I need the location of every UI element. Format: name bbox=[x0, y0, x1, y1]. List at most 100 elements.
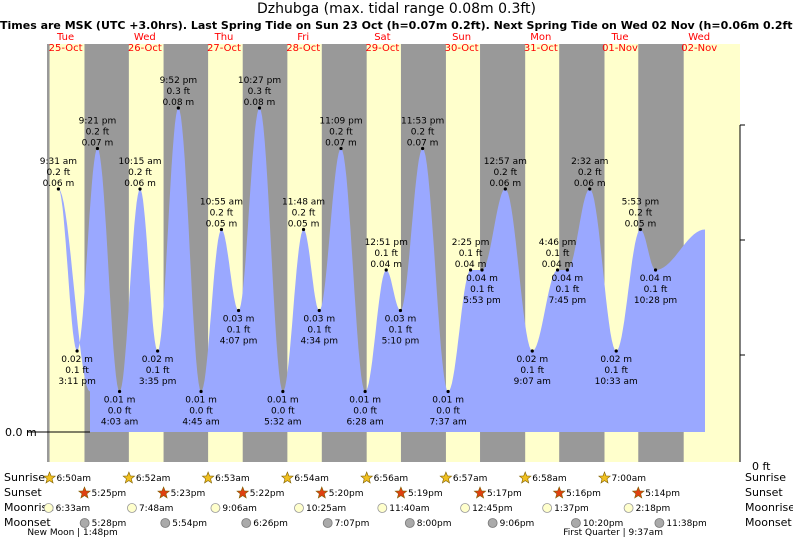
row-label-right: Sunset bbox=[745, 486, 783, 499]
left-axis-label: 0.0 m bbox=[5, 426, 37, 439]
moonset-icon bbox=[79, 518, 90, 528]
moonset-time: 7:07pm bbox=[335, 519, 370, 529]
tide-height-ft: 0.1 ft bbox=[146, 366, 170, 376]
moonrise-time: 11:40am bbox=[389, 504, 429, 514]
moonset-icon bbox=[571, 518, 581, 528]
moonrise-time: 7:48am bbox=[139, 504, 174, 514]
moonrise-time: 10:25am bbox=[306, 504, 346, 514]
moonset-time: 9:06pm bbox=[500, 519, 535, 529]
tide-height-ft: 0.1 ft bbox=[520, 366, 544, 376]
row-label-left: Sunset bbox=[4, 486, 42, 499]
tide-height-ft: 0.1 ft bbox=[389, 326, 413, 336]
tide-point bbox=[421, 146, 425, 151]
moonset-icon bbox=[322, 518, 333, 528]
tide-point bbox=[638, 227, 643, 232]
sunset-icon bbox=[473, 486, 487, 499]
sunset-time: 5:25pm bbox=[91, 489, 126, 499]
tide-height-m: 0.07 m bbox=[407, 139, 439, 149]
tide-height-ft: 0.1 ft bbox=[227, 326, 251, 336]
tide-height-m: 0.01 m bbox=[349, 396, 381, 406]
tide-height-ft: 0.1 ft bbox=[459, 249, 483, 259]
tide-time: 10:15 am bbox=[118, 157, 161, 167]
tide-height-m: 0.03 m bbox=[223, 315, 255, 325]
tide-height-m: 0.05 m bbox=[288, 220, 320, 230]
tide-height-ft: 0.2 ft bbox=[292, 209, 316, 219]
tide-height-ft: 0.2 ft bbox=[629, 209, 653, 219]
sunset-icon bbox=[236, 486, 250, 499]
sunset-icon bbox=[78, 486, 91, 499]
sunset-time: 5:23pm bbox=[171, 489, 206, 499]
sunset-time: 5:22pm bbox=[250, 489, 285, 499]
moonset-time: 5:54pm bbox=[172, 519, 207, 529]
tide-time: 9:31 am bbox=[40, 157, 77, 167]
sunrise-icon bbox=[201, 471, 215, 484]
tide-labels: 9:31 am0.2 ft0.06 m0.02 m0.1 ft3:11 pm9:… bbox=[40, 76, 677, 428]
sunrise-icon bbox=[439, 471, 453, 484]
sunrise-time: 6:52am bbox=[136, 474, 171, 484]
moonset-time: 8:00pm bbox=[417, 519, 452, 529]
day-name: Wed bbox=[134, 32, 156, 43]
tide-height-m: 0.06 m bbox=[489, 179, 521, 189]
tide-height-m: 0.05 m bbox=[206, 220, 238, 230]
tide-height-m: 0.04 m bbox=[552, 274, 584, 284]
moonrise-icon bbox=[377, 503, 388, 513]
tide-point bbox=[555, 268, 560, 272]
tide-point bbox=[117, 389, 122, 394]
tide-time: 10:28 pm bbox=[634, 296, 677, 306]
tide-point bbox=[588, 187, 592, 191]
moonset-time: 6:26pm bbox=[253, 519, 288, 529]
tide-point bbox=[398, 308, 403, 313]
tide-time: 4:34 pm bbox=[300, 337, 338, 347]
day-date: 30-Oct bbox=[445, 43, 479, 54]
moonset-icon bbox=[241, 518, 252, 528]
tide-height-ft: 0.1 ft bbox=[65, 366, 89, 376]
moonrise-icon bbox=[542, 503, 553, 513]
tide-height-ft: 0.1 ft bbox=[374, 249, 398, 259]
sunrise-time: 6:54am bbox=[294, 474, 329, 484]
tide-curve bbox=[58, 108, 705, 432]
tide-height-ft: 0.2 ft bbox=[578, 168, 602, 178]
tide-time: 10:55 am bbox=[200, 198, 243, 208]
tide-height-m: 0.01 m bbox=[185, 396, 217, 406]
tide-height-m: 0.04 m bbox=[455, 260, 487, 270]
tide-time: 2:25 pm bbox=[452, 238, 490, 248]
sunset-icon bbox=[394, 486, 408, 499]
moonrise-icon bbox=[623, 503, 634, 513]
day-name: Fri bbox=[297, 32, 309, 43]
sunrise-time: 6:57am bbox=[453, 474, 488, 484]
row-label-left: Sunrise bbox=[4, 471, 45, 484]
tide-time: 9:21 pm bbox=[79, 117, 117, 127]
moonset-time: 11:38pm bbox=[666, 519, 706, 529]
sunset-time: 5:19pm bbox=[408, 489, 443, 499]
tide-time: 3:11 pm bbox=[58, 377, 96, 387]
tide-height-m: 0.06 m bbox=[574, 179, 606, 189]
tide-time: 11:53 pm bbox=[401, 117, 444, 127]
tide-height-ft: 0.1 ft bbox=[470, 285, 494, 295]
tide-time: 4:03 am bbox=[101, 418, 138, 428]
tide-point bbox=[480, 268, 484, 272]
row-label-right: Moonrise bbox=[745, 501, 793, 514]
tide-point bbox=[281, 389, 285, 394]
row-label-right: Sunrise bbox=[745, 471, 786, 484]
tide-height-ft: 0.1 ft bbox=[644, 285, 668, 295]
day-date: 27-Oct bbox=[207, 43, 241, 54]
day-date: 02-Nov bbox=[681, 43, 717, 54]
sunrise-icon bbox=[280, 471, 294, 484]
tide-point bbox=[219, 227, 224, 232]
tide-point bbox=[56, 187, 61, 191]
tide-point bbox=[339, 146, 343, 151]
day-name: Sun bbox=[452, 32, 471, 43]
tide-time: 7:45 pm bbox=[549, 296, 587, 306]
tide-time: 9:07 am bbox=[514, 377, 551, 387]
day-name: Sat bbox=[374, 32, 390, 43]
moonrise-time: 12:45pm bbox=[472, 504, 512, 514]
sunset-icon bbox=[552, 486, 566, 499]
tide-height-m: 0.06 m bbox=[124, 179, 156, 189]
sunrise-icon bbox=[360, 471, 374, 484]
tide-height-ft: 0.3 ft bbox=[167, 87, 191, 97]
tide-point bbox=[176, 106, 180, 110]
tide-point bbox=[236, 308, 241, 313]
moonset-time: 10:20pm bbox=[583, 519, 623, 529]
moonset-icon bbox=[404, 518, 415, 528]
tide-height-ft: 0.1 ft bbox=[604, 366, 628, 376]
